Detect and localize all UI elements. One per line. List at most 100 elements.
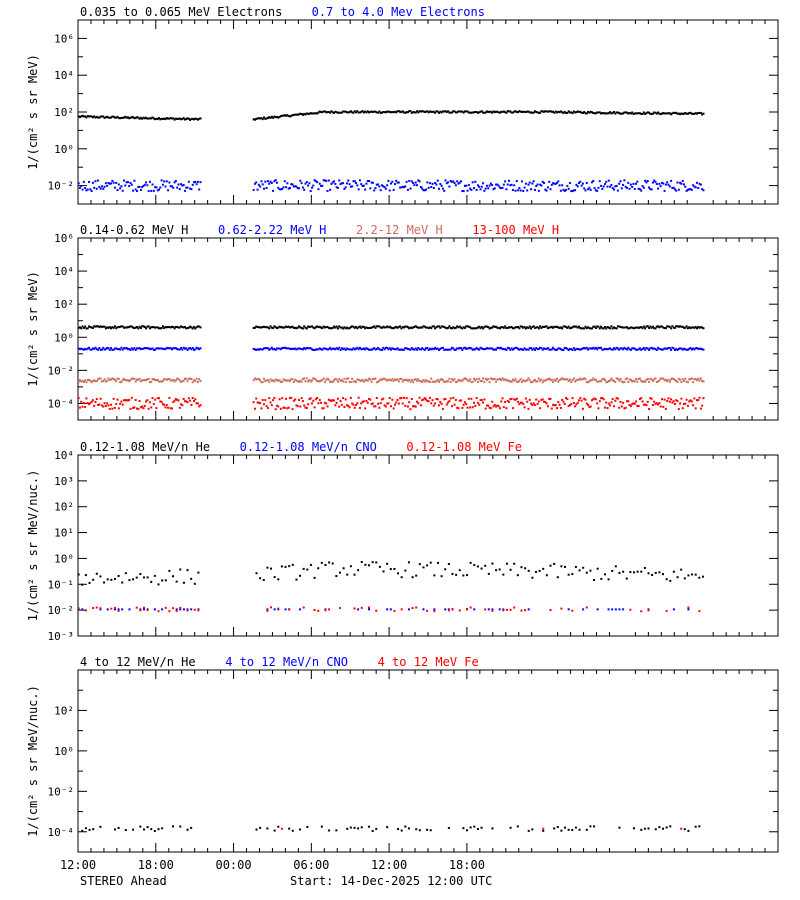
data-point (493, 111, 496, 114)
data-point (689, 188, 692, 191)
data-point (520, 111, 523, 114)
data-point (364, 348, 367, 351)
data-point (175, 580, 178, 583)
data-point (676, 576, 679, 579)
data-point (421, 399, 424, 402)
data-point (414, 378, 417, 381)
data-point (278, 347, 281, 350)
data-point (528, 379, 531, 382)
data-point (618, 348, 621, 351)
data-point (408, 110, 411, 113)
data-point (502, 609, 505, 612)
data-point (352, 325, 355, 328)
data-point (314, 348, 317, 351)
data-point (358, 406, 361, 409)
data-point (174, 398, 177, 401)
data-point (578, 828, 581, 831)
data-point (520, 401, 523, 404)
data-point (633, 112, 636, 115)
data-point (99, 377, 102, 380)
data-point (378, 379, 381, 382)
data-point (410, 346, 413, 349)
data-point (356, 327, 359, 330)
data-point (581, 407, 584, 410)
data-point (133, 347, 136, 350)
data-point (598, 380, 601, 383)
data-point (680, 325, 683, 328)
data-point (275, 327, 278, 330)
data-point (685, 348, 688, 351)
data-point (620, 326, 623, 329)
data-point (471, 181, 474, 184)
data-point (588, 347, 591, 350)
data-point (489, 110, 492, 113)
data-point (197, 571, 200, 574)
data-point (155, 117, 158, 120)
data-point (491, 111, 494, 114)
data-point (262, 578, 265, 581)
data-point (90, 400, 93, 403)
data-point (676, 325, 679, 328)
data-point (313, 406, 316, 409)
data-point (361, 325, 364, 328)
data-point (161, 347, 164, 350)
data-point (635, 348, 638, 351)
data-point (349, 326, 352, 329)
data-point (447, 608, 450, 611)
data-point (427, 400, 430, 403)
data-point (270, 326, 273, 329)
data-point (120, 185, 123, 188)
data-point (519, 110, 522, 113)
data-point (334, 182, 337, 185)
data-point (557, 110, 560, 113)
data-point (89, 402, 92, 405)
data-point (323, 381, 326, 384)
data-point (345, 377, 348, 380)
data-point (364, 327, 367, 330)
data-point (629, 571, 632, 574)
data-point (377, 402, 380, 405)
data-point (616, 377, 619, 380)
data-point (504, 325, 507, 328)
data-point (698, 576, 701, 579)
data-point (462, 326, 465, 329)
data-point (649, 112, 652, 115)
data-point (585, 112, 588, 115)
data-point (471, 348, 474, 351)
data-point (407, 608, 410, 611)
data-point (482, 401, 485, 404)
data-point (176, 117, 179, 120)
data-point (266, 116, 269, 119)
data-point (532, 325, 535, 328)
data-point (491, 378, 494, 381)
data-point (493, 187, 496, 190)
data-point (339, 326, 342, 329)
data-point (513, 110, 516, 113)
data-point (664, 183, 667, 186)
data-point (582, 608, 585, 611)
data-point (434, 380, 437, 383)
data-point (377, 325, 380, 328)
data-point (320, 561, 323, 564)
data-point (263, 116, 266, 119)
data-point (358, 325, 361, 328)
data-point (425, 379, 428, 382)
data-point (498, 568, 501, 571)
data-point (466, 325, 469, 328)
data-point (646, 111, 649, 114)
data-point (116, 189, 119, 192)
data-point (190, 608, 193, 611)
data-point (95, 572, 98, 575)
data-point (360, 183, 363, 186)
data-point (283, 346, 286, 349)
data-point (660, 377, 663, 380)
data-point (592, 325, 595, 328)
data-point (546, 347, 549, 350)
data-point (379, 348, 382, 351)
data-point (491, 608, 494, 611)
data-point (501, 348, 504, 351)
data-point (475, 396, 478, 399)
data-point (143, 183, 146, 186)
data-point (142, 325, 145, 328)
data-point (187, 347, 190, 350)
